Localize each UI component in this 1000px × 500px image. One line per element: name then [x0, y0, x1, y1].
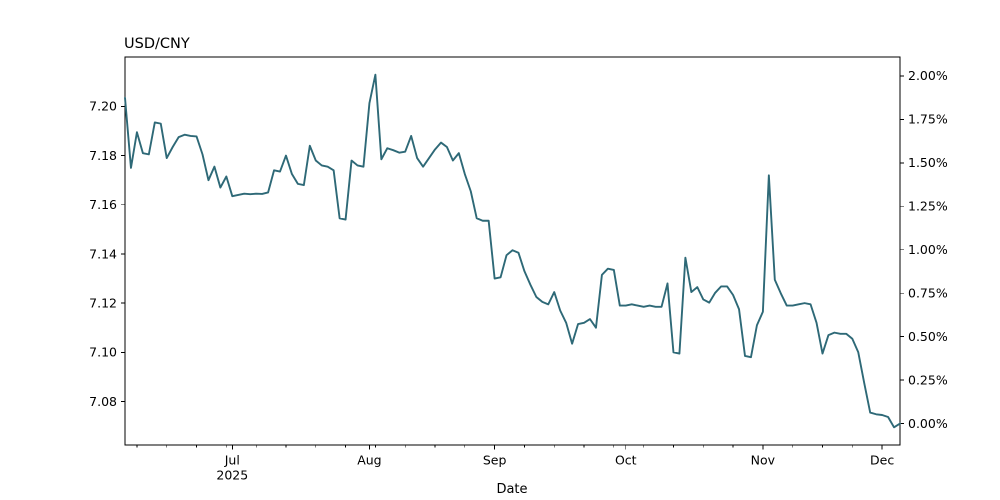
x-axis-title: Date — [496, 482, 527, 497]
right-axis-tick-label: 2.00% — [908, 68, 948, 83]
right-axis-tick-label: 1.75% — [908, 112, 948, 127]
left-axis-tick-label: 7.20 — [89, 99, 117, 114]
right-axis-tick-label: 0.50% — [908, 329, 948, 344]
x-axis-month-label: Aug — [357, 453, 381, 468]
plot-frame — [124, 56, 901, 446]
left-axis-tick-label: 7.10 — [89, 345, 117, 360]
left-price-axis: 7.08 7.10 7.12 7.14 7.16 7.18 7.20 — [89, 99, 125, 409]
left-axis-tick-label: 7.08 — [89, 394, 117, 409]
chart-title: USD/CNY — [124, 36, 190, 52]
left-axis-tick-label: 7.16 — [89, 197, 117, 212]
right-axis-tick-label: 1.00% — [908, 242, 948, 257]
x-axis-year-label: 2025 — [216, 468, 248, 483]
left-axis-tick-label: 7.18 — [89, 148, 117, 163]
right-axis-tick-label: 1.50% — [908, 155, 948, 170]
right-axis-tick-label: 0.00% — [908, 416, 948, 431]
left-axis-tick-label: 7.12 — [89, 295, 117, 310]
x-axis-month-label: Oct — [615, 453, 637, 468]
x-axis-month-label: Nov — [751, 453, 776, 468]
plot-border — [124, 56, 901, 446]
right-axis-tick-label: 0.75% — [908, 286, 948, 301]
right-axis-tick-label: 1.25% — [908, 199, 948, 214]
price-line-group — [124, 73, 901, 429]
x-axis-month-label: Dec — [870, 453, 894, 468]
right-percent-axis: 0.00% 0.25% 0.50% 0.75% 1.00% 1.25% 1.50% 1.75%… — [900, 68, 948, 431]
x-axis-month-label: Jul — [224, 453, 240, 468]
price-line — [124, 73, 901, 429]
x-axis-month-label: Sep — [483, 453, 507, 468]
right-axis-tick-label: 0.25% — [908, 372, 948, 387]
left-axis-tick-label: 7.14 — [89, 246, 117, 261]
